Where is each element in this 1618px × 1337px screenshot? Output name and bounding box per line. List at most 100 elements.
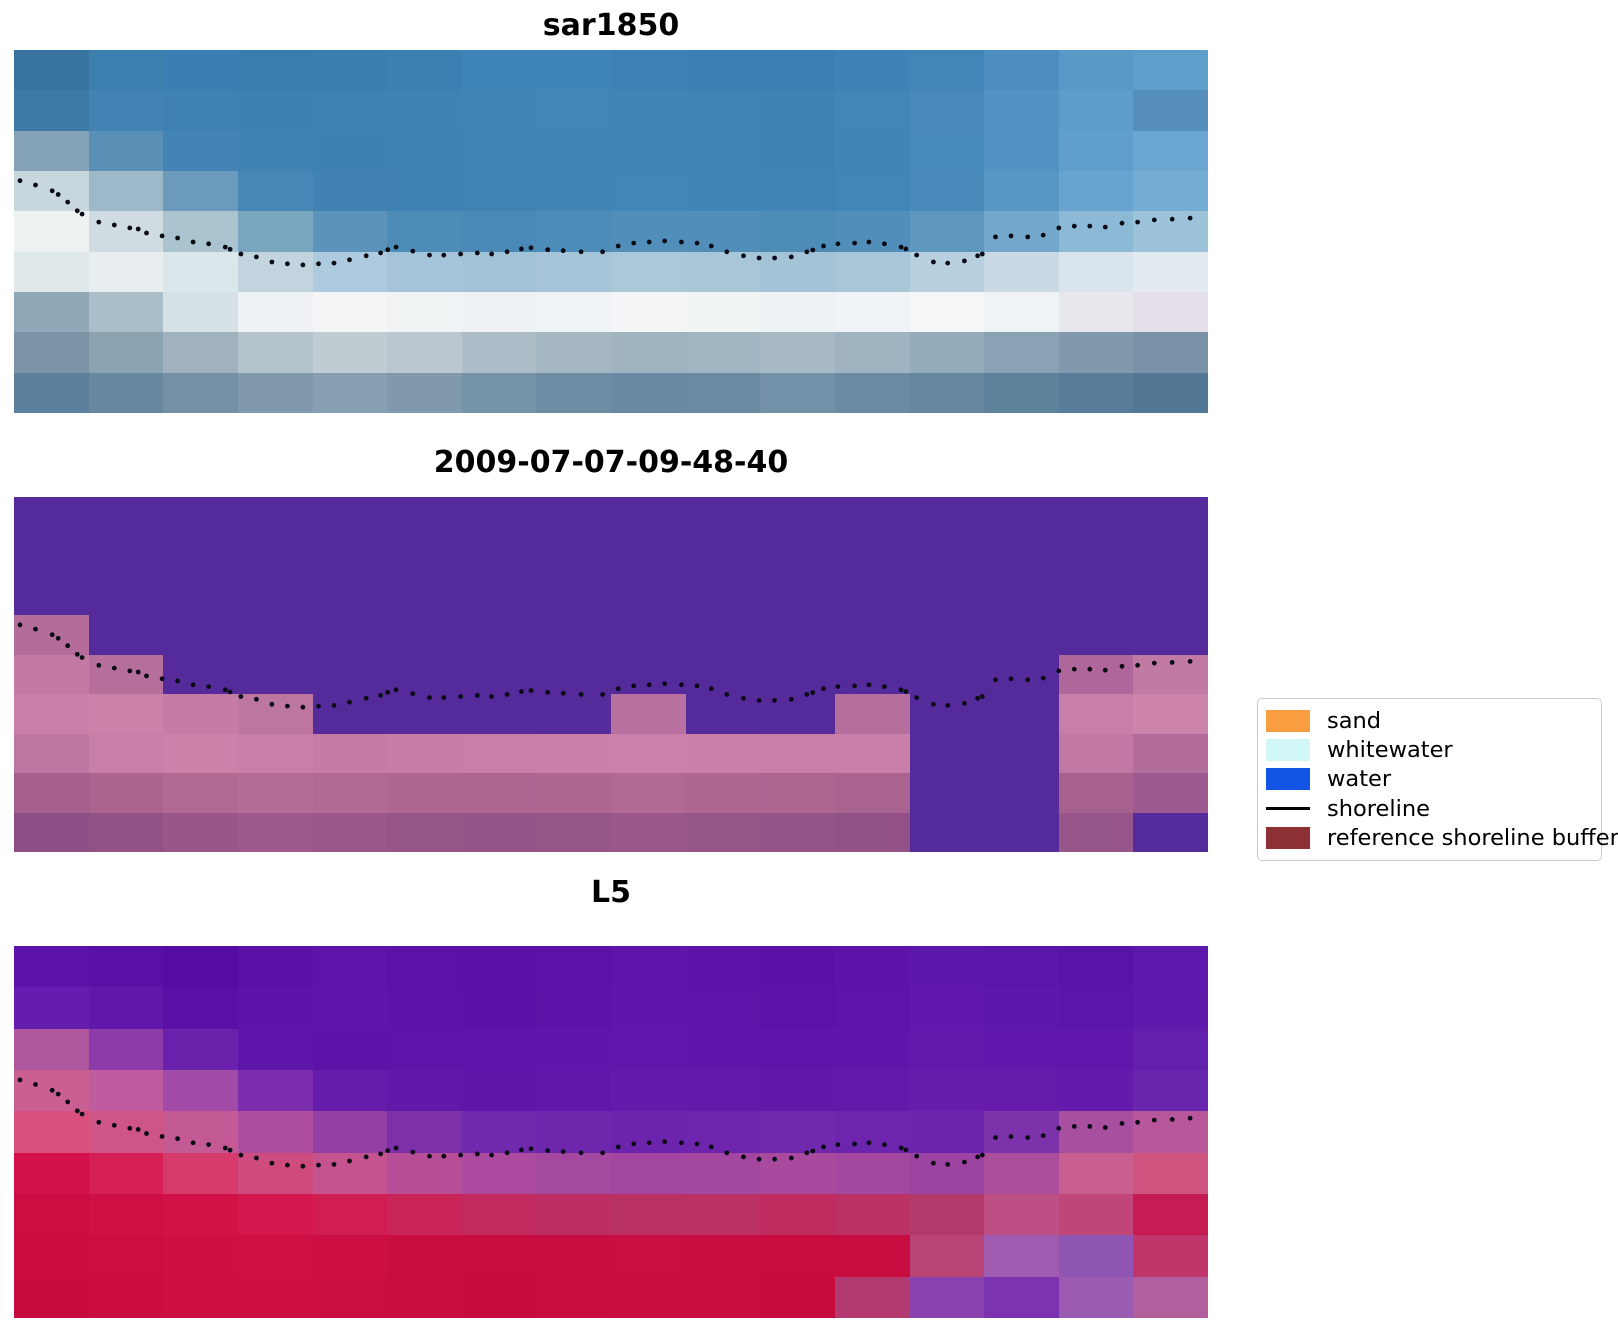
shoreline-dot [852,683,857,689]
pixel-cell [536,291,611,333]
pixel-cell [760,130,835,171]
pixel-cell [387,130,462,171]
shoreline-dot [1102,1125,1108,1130]
pixel-cell [237,1193,313,1236]
shoreline-dot [866,1140,872,1146]
shoreline-dot [1040,1133,1046,1139]
shoreline-dot [1071,666,1077,672]
pixel-cell [834,654,910,695]
shoreline-dot [363,695,369,701]
pixel-cell [237,372,313,413]
pixel-cell [1133,536,1208,576]
pixel-cell [387,1028,462,1070]
shoreline-dot [74,208,80,214]
pixel-cell [611,1111,686,1153]
pixel-cell [909,90,985,131]
shoreline-dot [898,1145,904,1151]
pixel-cell [1058,1028,1134,1070]
shoreline-dot [903,246,909,252]
pixel-cell [163,130,238,171]
pixel-cell [312,332,388,373]
pixel-cell [909,1111,985,1153]
shoreline-dot [363,253,369,259]
pixel-cell [685,1152,761,1194]
shoreline-dot [135,1127,141,1132]
shoreline-dot [74,1108,80,1114]
pixel-cell [685,90,761,131]
pixel-cell [387,251,462,292]
pixel-cell [163,497,238,537]
pixel-cell [685,1276,761,1318]
pixel-cell [685,332,761,373]
shoreline-dot [1056,668,1062,674]
panel-sar1850 [14,50,1208,413]
shoreline-dot [631,683,637,689]
shoreline-dot [74,651,80,657]
pixel-cell [461,1193,537,1236]
pixel-cell [685,773,761,813]
shoreline-dot [741,1154,746,1160]
pixel-cell [760,332,835,373]
shoreline-dot [222,687,228,693]
pixel-row [14,946,1208,988]
shoreline-dot [227,689,233,695]
pixel-cell [163,733,238,774]
pixel-cell [88,733,164,774]
shoreline-dot [646,239,652,245]
pixel-row [14,1152,1208,1194]
pixel-cell [88,575,164,616]
shoreline-dot [662,238,668,244]
shoreline-dot [898,687,904,693]
pixel-cell [909,615,985,655]
pixel-cell [163,946,238,988]
pixel-cell [14,575,89,616]
shoreline-dot [385,247,391,253]
pixel-cell [14,1276,89,1318]
pixel-cell [163,332,238,373]
shoreline-dot [385,689,391,695]
pixel-cell [461,1152,537,1194]
pixel-cell [461,372,537,413]
pixel-cell [1133,170,1208,212]
pixel-row [14,1276,1208,1318]
shoreline-dot [378,693,383,698]
shoreline-dot [96,1119,102,1125]
pixel-row [14,1193,1208,1236]
pixel-cell [685,50,761,91]
pixel-cell [14,251,89,292]
pixel-cell [14,90,89,131]
pixel-cell [312,170,388,212]
pixel-cell [1133,50,1208,91]
pixel-cell [536,170,611,212]
shoreline-dot [898,244,904,250]
pixel-cell [834,211,910,252]
pixel-cell [685,1069,761,1112]
pixel-cell [312,130,388,171]
shoreline-dot [285,1162,290,1168]
legend: sand whitewater water shoreline reference sh… [1257,698,1618,861]
shoreline-dot [975,253,980,259]
pixel-cell [984,773,1059,813]
shoreline-dot [144,1131,149,1136]
shoreline-dot [979,1152,985,1158]
pixel-cell [312,1111,388,1153]
shoreline-dot [441,695,447,700]
shoreline-dot [55,1091,61,1097]
shoreline-dot [222,244,228,250]
shoreline-dot [458,694,463,699]
pixel-cell [909,170,985,212]
pixel-cell [312,575,388,616]
shoreline-dot [1102,224,1108,230]
pixel-cell [88,1111,164,1153]
pixel-cell [834,536,910,576]
pixel-cell [14,733,89,774]
pixel-cell [536,332,611,373]
shoreline-dot [159,1134,165,1139]
legend-entry-whitewater: whitewater [1266,735,1591,764]
shoreline-dot [662,1139,668,1145]
pixel-cell [1058,211,1134,252]
pixel-cell [1133,773,1208,813]
shoreline-dots-overlay [17,622,1193,710]
pixel-cell [536,1152,611,1194]
shoreline-dot [300,262,306,268]
